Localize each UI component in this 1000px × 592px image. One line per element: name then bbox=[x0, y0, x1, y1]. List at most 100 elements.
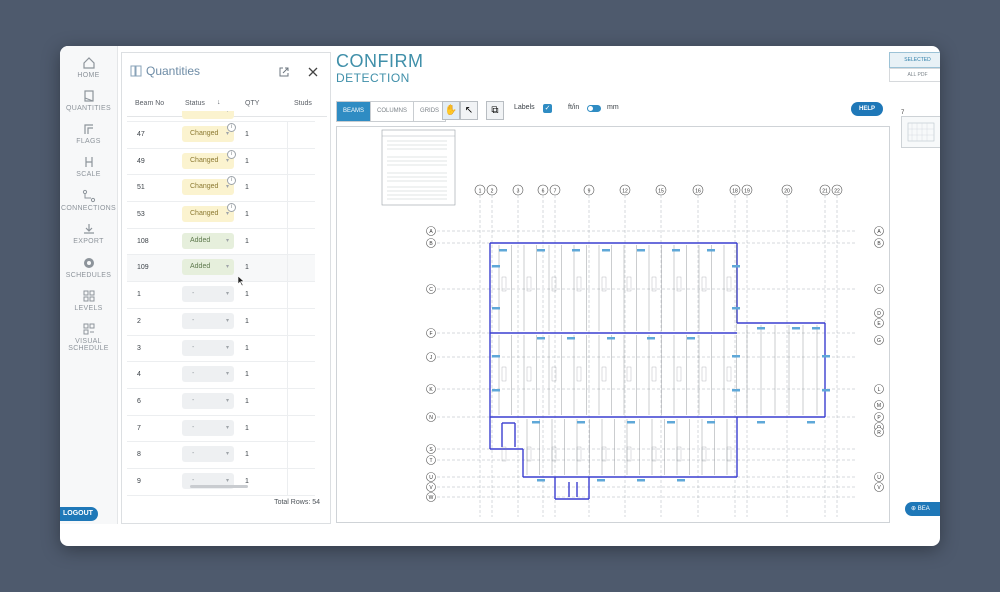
status-dropdown[interactable]: Added ▾ bbox=[182, 232, 234, 249]
help-button[interactable]: HELP bbox=[851, 102, 883, 116]
table-row[interactable]: 108 Added ▾ 1 bbox=[127, 228, 315, 256]
chevron-down-icon: ▾ bbox=[225, 264, 229, 271]
grid-bubble bbox=[874, 412, 884, 422]
table-row[interactable]: 53 Changed ▾ i 1 bbox=[127, 202, 315, 229]
close-icon[interactable] bbox=[308, 67, 318, 77]
status-dropdown[interactable]: ▾ bbox=[182, 111, 234, 119]
status-value: - bbox=[192, 343, 195, 351]
status-dropdown[interactable]: Changed ▾ i bbox=[182, 203, 236, 223]
table-row[interactable]: 6- ▾ 1 bbox=[127, 388, 315, 416]
overlay-tool-button[interactable]: ⧉ bbox=[486, 101, 504, 120]
grid-label: L bbox=[878, 387, 881, 393]
status-dropdown[interactable]: Changed ▾ i bbox=[182, 123, 236, 142]
status-dropdown[interactable]: - ▾ bbox=[182, 312, 234, 329]
sidebar-item-connections[interactable]: CONNECTIONS bbox=[60, 189, 117, 212]
sidebar-item-schedules[interactable]: SCHEDULES bbox=[60, 256, 117, 279]
table-row[interactable]: 1- ▾ 1 bbox=[127, 282, 315, 309]
table-row[interactable]: 9- ▾ 1 bbox=[127, 468, 315, 496]
sidebar-item-export[interactable]: EXPORT bbox=[60, 222, 117, 245]
info-icon[interactable]: i bbox=[227, 203, 236, 213]
quantities-icon bbox=[83, 90, 94, 102]
qty-value: 1 bbox=[245, 211, 249, 219]
sidebar-item-levels[interactable]: LEVELS bbox=[60, 289, 117, 312]
horizontal-scrollbar[interactable] bbox=[190, 485, 248, 488]
status-dropdown[interactable]: - ▾ bbox=[182, 366, 234, 383]
column-divider bbox=[287, 228, 288, 255]
page-subtitle: DETECTION bbox=[336, 71, 410, 85]
labels-checkbox[interactable]: ✓ bbox=[543, 104, 552, 113]
selected-button[interactable]: SELECTED bbox=[889, 52, 940, 68]
beam-label-marker bbox=[757, 327, 765, 330]
qty-value: 1 bbox=[245, 264, 249, 272]
sidebar-item-quantities[interactable]: QUANTITIES bbox=[60, 89, 117, 112]
table-row[interactable]: 2- ▾ 1 bbox=[127, 308, 315, 336]
info-icon[interactable]: i bbox=[227, 176, 236, 186]
sidebar-item-flags[interactable]: FLAGS bbox=[60, 122, 117, 145]
tab-beams[interactable]: BEAMS bbox=[337, 102, 372, 121]
grid-label: 18 bbox=[732, 189, 738, 195]
export-icon bbox=[83, 224, 94, 234]
table-row[interactable]: 51 Changed ▾ i 1 bbox=[127, 175, 315, 203]
sidebar-item-scale[interactable]: SCALE bbox=[60, 155, 117, 178]
joist-tag bbox=[626, 276, 632, 292]
table-row[interactable]: 8- ▾ 1 bbox=[127, 442, 315, 469]
joist-tag bbox=[626, 446, 632, 462]
grid-label: E bbox=[877, 321, 881, 327]
beam-number: 7 bbox=[137, 424, 141, 432]
status-dropdown[interactable]: - ▾ bbox=[182, 392, 234, 409]
table-row[interactable]: 47 Changed ▾ i 1 bbox=[127, 122, 315, 149]
grid-label: 20 bbox=[784, 189, 790, 195]
status-dropdown[interactable]: - ▾ bbox=[182, 286, 234, 303]
info-icon[interactable]: i bbox=[227, 123, 236, 132]
column-header-qty[interactable]: QTY bbox=[245, 100, 260, 107]
sort-arrow-icon[interactable]: ↓ bbox=[217, 99, 221, 106]
grid-bubble bbox=[426, 412, 436, 422]
page-thumbnail[interactable] bbox=[901, 116, 940, 148]
select-tool-button[interactable]: ↖ bbox=[460, 101, 478, 120]
tab-grids[interactable]: GRIDS bbox=[420, 108, 440, 114]
table-row[interactable]: 49 Changed ▾ i 1 bbox=[127, 148, 315, 176]
beam-label-marker bbox=[732, 389, 740, 392]
grid-label: J bbox=[430, 355, 433, 361]
beam-label-marker bbox=[677, 479, 685, 482]
pan-tool-button[interactable]: ✋ bbox=[442, 101, 460, 120]
status-dropdown[interactable]: Changed ▾ i bbox=[182, 176, 236, 196]
table-row[interactable]: 4- ▾ 1 bbox=[127, 362, 315, 389]
qty-value: 1 bbox=[245, 477, 249, 485]
sidebar: HOME QUANTITIES FLAGS SCALE CONNECTIONS … bbox=[60, 46, 118, 524]
pointer-arrow-icon: ↖ bbox=[464, 105, 474, 116]
chevron-down-icon: ▾ bbox=[225, 371, 229, 378]
status-dropdown[interactable]: - ▾ bbox=[182, 446, 234, 463]
column-header-studs[interactable]: Studs bbox=[294, 100, 312, 107]
table-row[interactable]: 3- ▾ 1 bbox=[127, 335, 315, 363]
qty-value: 1 bbox=[245, 397, 249, 405]
status-dropdown[interactable]: - ▾ bbox=[182, 419, 234, 436]
popout-icon[interactable] bbox=[279, 67, 289, 77]
grid-label: A bbox=[877, 229, 881, 235]
sidebar-item-home[interactable]: HOME bbox=[60, 56, 117, 79]
visual-schedule-icon bbox=[83, 323, 94, 335]
column-header-status[interactable]: Status bbox=[185, 100, 205, 107]
status-dropdown[interactable]: Added ▾ bbox=[182, 259, 234, 276]
grid-bubble bbox=[874, 472, 884, 482]
plus-circle-icon: ⊕ bbox=[911, 506, 917, 512]
unit-toggle[interactable] bbox=[587, 105, 601, 112]
table-row[interactable]: 7- ▾ 1 bbox=[127, 415, 315, 443]
info-icon[interactable]: i bbox=[227, 149, 236, 159]
column-header-beam-no[interactable]: Beam No bbox=[135, 100, 165, 107]
status-dropdown[interactable]: - ▾ bbox=[182, 472, 234, 489]
logout-button[interactable]: LOGOUT bbox=[60, 507, 98, 521]
tab-columns[interactable]: COLUMNS bbox=[371, 102, 415, 121]
table-row[interactable]: 109 Added ▾ 1 bbox=[127, 255, 315, 283]
column-divider bbox=[287, 148, 288, 175]
beam-label-marker bbox=[667, 421, 675, 424]
all-pdf-button[interactable]: ALL PDF bbox=[889, 68, 940, 82]
add-beam-button[interactable]: ⊕ BEA bbox=[905, 502, 940, 516]
column-divider bbox=[287, 468, 288, 495]
sidebar-item-visual-schedule[interactable]: VISUAL SCHEDULE bbox=[60, 322, 117, 352]
status-dropdown[interactable]: Changed ▾ i bbox=[182, 149, 236, 169]
status-dropdown[interactable]: - ▾ bbox=[182, 339, 234, 356]
beam-number: 108 bbox=[137, 237, 149, 245]
